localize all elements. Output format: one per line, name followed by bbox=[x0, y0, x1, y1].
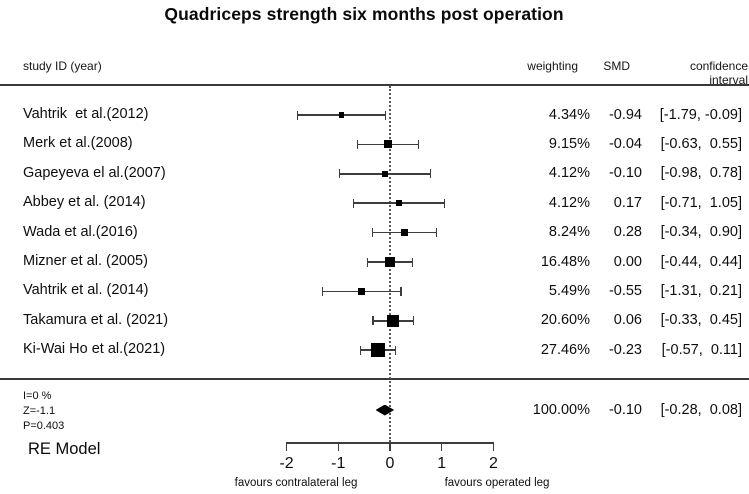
weighting-value: 4.34% bbox=[548, 106, 590, 123]
ci-cap-left bbox=[321, 286, 324, 296]
ci-cap-left bbox=[352, 198, 355, 208]
weighting-value: 4.12% bbox=[548, 165, 590, 182]
axis-tick-label: -2 bbox=[279, 455, 294, 472]
axis-tick-label: 1 bbox=[437, 455, 447, 472]
smd-value: 0.17 bbox=[613, 194, 642, 211]
column-header-study-id: study ID (year) bbox=[23, 59, 102, 73]
ci-cap-right bbox=[412, 316, 414, 326]
ci-cap-right bbox=[400, 286, 402, 296]
axis-tick bbox=[337, 442, 340, 451]
ci-cap-left bbox=[359, 345, 362, 355]
smd-value: 0.28 bbox=[613, 224, 642, 241]
header-divider-line bbox=[0, 84, 749, 86]
ci-cap-left bbox=[371, 228, 374, 238]
study-label: Ki-Wai Ho et al.(2021) bbox=[23, 341, 166, 358]
weighting-value: 5.49% bbox=[548, 282, 590, 299]
ci-cap-left bbox=[338, 169, 341, 179]
ci-cap-left bbox=[372, 316, 374, 326]
weighting-value: 20.60% bbox=[540, 312, 590, 329]
stat-line: P=0.403 bbox=[23, 420, 65, 432]
ci-cap-right bbox=[429, 169, 432, 179]
weighting-value: 4.12% bbox=[548, 194, 590, 211]
study-label: Merk et al.(2008) bbox=[23, 135, 133, 152]
ci-cap-right bbox=[443, 198, 446, 208]
smd-marker bbox=[384, 256, 396, 268]
smd-value: -0.04 bbox=[608, 135, 642, 152]
summary-divider-line bbox=[0, 378, 749, 380]
ci-cap-left bbox=[366, 257, 368, 267]
ci-cap-left bbox=[296, 110, 299, 120]
smd-value: -0.55 bbox=[608, 282, 642, 299]
smd-marker bbox=[383, 140, 392, 149]
weighting-value: 16.48% bbox=[540, 253, 590, 270]
ci-value: [-0.34, 0.90] bbox=[660, 224, 742, 241]
study-label: Vahtrik et al. (2014) bbox=[23, 282, 149, 299]
stat-line: Z=-1.1 bbox=[23, 405, 56, 417]
smd-marker bbox=[371, 343, 386, 358]
ci-value: [-0.71, 1.05] bbox=[660, 194, 742, 211]
summary-diamond bbox=[375, 404, 395, 416]
x-axis-label-left: favours contralateral leg bbox=[234, 477, 358, 489]
ci-cap-right bbox=[435, 228, 438, 238]
study-label: Takamura et al. (2021) bbox=[23, 311, 169, 328]
axis-tick-label: -1 bbox=[331, 455, 346, 472]
smd-value: -0.94 bbox=[608, 106, 642, 123]
weighting-value: 8.24% bbox=[548, 224, 590, 241]
smd-marker bbox=[338, 112, 345, 118]
x-axis-label-right: favours operated leg bbox=[444, 477, 550, 489]
chart-title: Quadriceps strength six months post oper… bbox=[164, 4, 564, 24]
smd-value: -0.10 bbox=[608, 165, 642, 182]
summary-ci-value: [-0.28, 0.08] bbox=[660, 401, 742, 418]
ci-value: [-1.79, -0.09] bbox=[659, 106, 742, 123]
ci-cap-right bbox=[384, 110, 387, 120]
study-label: Abbey et al. (2014) bbox=[23, 194, 146, 211]
summary-smd-value: -0.10 bbox=[608, 401, 642, 418]
axis-tick bbox=[492, 442, 495, 451]
smd-marker bbox=[396, 200, 402, 206]
smd-marker bbox=[400, 228, 409, 237]
summary-weighting-value: 100.00% bbox=[532, 401, 590, 418]
axis-tick bbox=[389, 442, 391, 451]
study-label: Vahtrik et al.(2012) bbox=[23, 106, 149, 122]
re-model-label: RE Model bbox=[28, 440, 101, 458]
ci-value: [-0.57, 0.11] bbox=[661, 341, 742, 358]
study-label: Mizner et al. (2005) bbox=[23, 253, 148, 269]
ci-cap-left bbox=[356, 139, 359, 149]
study-label: Wada et al.(2016) bbox=[23, 223, 138, 240]
weighting-value: 27.46% bbox=[540, 341, 590, 358]
smd-marker bbox=[358, 288, 365, 295]
ci-value: [-0.33, 0.45] bbox=[660, 312, 742, 329]
smd-marker bbox=[382, 171, 388, 177]
column-header-smd: SMD bbox=[603, 59, 630, 73]
ci-value: [-0.63, 0.55] bbox=[660, 135, 742, 152]
weighting-value: 9.15% bbox=[548, 135, 590, 152]
axis-tick bbox=[440, 442, 443, 451]
ci-value: [-0.44, 0.44] bbox=[660, 253, 742, 270]
axis-tick-label: 0 bbox=[385, 455, 395, 472]
stat-line: I=0 % bbox=[23, 390, 52, 402]
ci-cap-right bbox=[411, 257, 414, 267]
study-label: Gapeyeva el al.(2007) bbox=[23, 164, 166, 181]
column-header-weighting: weighting bbox=[527, 59, 578, 73]
smd-marker bbox=[386, 314, 400, 327]
axis-tick-label: 2 bbox=[488, 455, 498, 472]
column-header-confidence-interval: confidence interval bbox=[689, 59, 748, 87]
ci-cap-right bbox=[394, 345, 397, 355]
smd-value: 0.06 bbox=[613, 312, 642, 329]
axis-tick bbox=[285, 442, 288, 451]
ci-cap-right bbox=[417, 139, 420, 149]
ci-value: [-0.98, 0.78] bbox=[660, 165, 742, 182]
smd-value: 0.00 bbox=[613, 253, 642, 270]
smd-value: -0.23 bbox=[608, 341, 642, 358]
ci-value: [-1.31, 0.21] bbox=[660, 282, 742, 299]
